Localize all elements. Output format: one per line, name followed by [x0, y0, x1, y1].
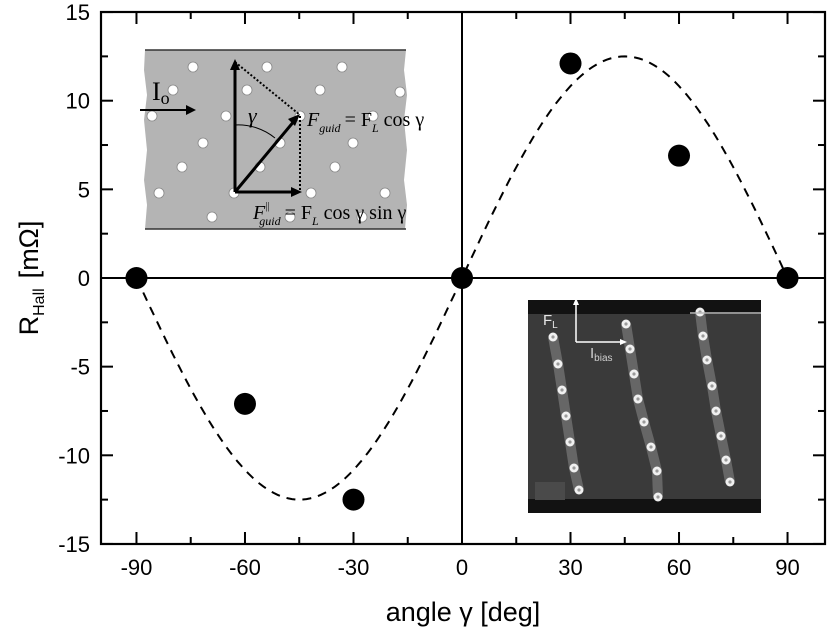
data-point: [233, 392, 256, 415]
y-tick-label: -10: [58, 443, 90, 468]
force-label: FL: [543, 312, 558, 331]
svg-text:Fguid= FL cos γ: Fguid = FL cos γ: [306, 109, 424, 135]
data-point: [451, 267, 473, 289]
y-tick-labels: -15 -10 -5 0 5 10 15: [58, 0, 90, 557]
y-tick-label: 0: [78, 266, 90, 291]
current-label: Io: [152, 77, 170, 108]
y-axis-title: RHall[mΩ]: [14, 221, 48, 336]
inset-diagram: Io γ Fguid = FL cos γ F|| guid = FL cos γ s…: [140, 49, 424, 230]
data-point: [125, 267, 148, 289]
y-tick-label: -15: [58, 532, 90, 557]
x-tick-label: 0: [456, 555, 468, 580]
x-axis-title: angle γ [deg]: [386, 597, 541, 627]
force-axis-icon: [573, 298, 627, 345]
vortex-chains: [548, 307, 761, 502]
data-points: [125, 52, 799, 511]
inset-strip: [144, 50, 407, 229]
y-tick-label: 5: [78, 177, 90, 202]
x-tick-label: 30: [558, 555, 582, 580]
svg-text:Io: Io: [152, 77, 170, 108]
x-tick-label: 90: [775, 555, 799, 580]
y-tick-label: 15: [66, 0, 90, 25]
svg-text:γ: γ: [248, 103, 258, 128]
y-tick-label: -5: [70, 355, 90, 380]
data-point: [668, 144, 691, 167]
x-tick-label: -90: [121, 555, 153, 580]
axis-ticks: [101, 11, 825, 545]
x-tick-label: -30: [338, 555, 370, 580]
fit-curve: [135, 55, 789, 501]
inset-micrograph: FL Ibias: [528, 298, 761, 513]
svg-text:RHall[mΩ]: RHall[mΩ]: [14, 221, 48, 336]
data-point: [342, 488, 365, 511]
y-tick-label: 10: [66, 89, 90, 114]
data-point: [559, 52, 582, 75]
bias-label: Ibias: [590, 345, 613, 364]
equation-guided-force: Fguid = FL cos γ: [306, 109, 424, 135]
x-tick-label: 60: [667, 555, 691, 580]
svg-text:angle γ [deg]: angle γ [deg]: [386, 597, 541, 627]
pinning-sites: [146, 61, 406, 223]
x-tick-labels: -90 -60 -30 0 30 60 90: [121, 555, 800, 580]
current-arrow-icon: [140, 105, 196, 115]
equation-parallel-guided-force: F|| guid = FL cos γ sin γ: [252, 201, 407, 228]
force-vector-diagram: γ: [230, 59, 302, 197]
x-tick-label: -60: [229, 555, 261, 580]
svg-text:F||guid= FL cos γ sin γ: F|| guid = FL cos γ sin γ: [252, 201, 407, 228]
data-point: [776, 267, 799, 289]
